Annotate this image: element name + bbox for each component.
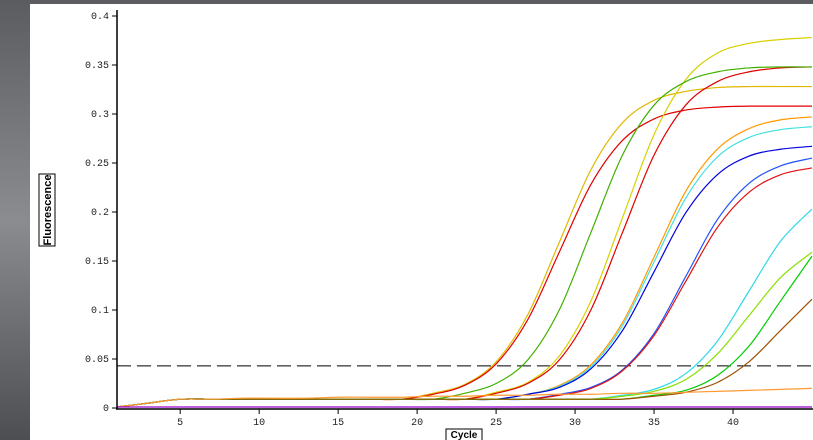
y-label-box: [38, 173, 56, 247]
x-axis-label: Cycle: [451, 430, 478, 440]
y-tick-label: 0.2: [91, 208, 109, 219]
x-label-box: [445, 428, 483, 440]
y-tick-label: 0.4: [91, 12, 109, 23]
chart-panel: [30, 4, 813, 440]
y-tick-label: 0: [103, 404, 109, 415]
y-tick-label: 0.05: [85, 355, 109, 366]
y-axis-label: Fluorescence: [42, 175, 54, 246]
x-tick-label: 30: [569, 418, 581, 429]
y-tick-label: 0.15: [85, 257, 109, 268]
y-tick-label: 0.1: [91, 306, 109, 317]
x-tick-label: 15: [332, 418, 344, 429]
x-tick-label: 35: [648, 418, 660, 429]
series-line: [117, 387, 813, 408]
x-tick-label: 25: [490, 418, 502, 429]
y-tick-label: 0.3: [91, 110, 109, 121]
x-tick-label: 20: [411, 418, 423, 429]
axis-layer: 0 0.05 0.1 0.15 0.2 0.25 0.3 0.35 0.4 5 10 15 20 25 30…: [85, 12, 739, 429]
y-tick-label: 0.25: [85, 159, 109, 170]
series-layer: [117, 36, 813, 408]
x-tick-label: 40: [727, 418, 739, 429]
y-tick-label: 0.35: [85, 61, 109, 72]
x-tick-label: 5: [177, 418, 183, 429]
series-line: [117, 298, 813, 408]
x-tick-label: 10: [253, 418, 265, 429]
y-label-group: Fluorescence: [38, 173, 56, 247]
